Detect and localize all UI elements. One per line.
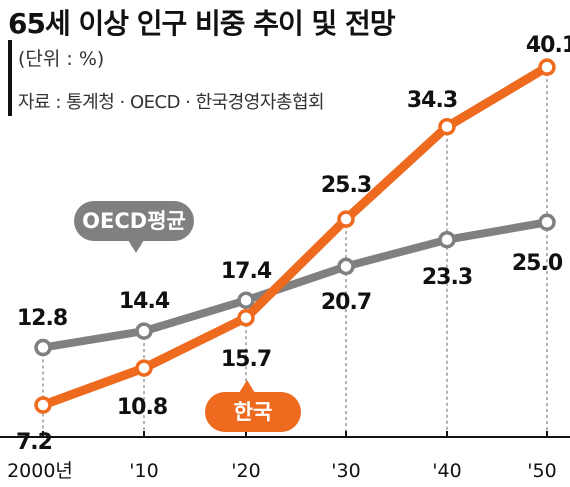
korea-series-point: [337, 210, 355, 228]
oecd-badge-pointer: [128, 240, 144, 253]
header-accent-bar: [8, 40, 12, 116]
oecd-value-label: 23.3: [422, 265, 472, 290]
oecd-series-line: [39, 218, 551, 352]
x-tick-label: 2000년: [7, 460, 73, 482]
korea-value-label: 15.7: [221, 347, 271, 372]
oecd-badge: [74, 201, 194, 241]
korea-series-point: [34, 396, 52, 414]
oecd-value-label: 20.7: [321, 290, 371, 315]
source-label: 자료 : 통계청 · OECD · 한국경영자총협회: [18, 92, 325, 113]
x-tick-label: '10: [129, 460, 158, 482]
korea-legend-label: 한국: [234, 400, 273, 424]
korea-series-point: [438, 117, 456, 136]
oecd-series-point: [135, 322, 153, 340]
korea-series-point: [135, 359, 153, 377]
korea-value-label: 7.2: [16, 430, 52, 455]
korea-value-label: 40.1: [526, 33, 570, 58]
oecd-value-label: 12.8: [17, 306, 67, 331]
x-tick-label: '20: [231, 460, 260, 482]
chart-title: 65세 이상 인구 비중 추이 및 전망: [8, 7, 396, 40]
oecd-series-point: [438, 230, 456, 249]
korea-value-label: 34.3: [407, 88, 457, 113]
oecd-legend-label: OECD평균: [82, 209, 186, 233]
oecd-series-point: [538, 213, 556, 231]
korea-badge: [205, 392, 301, 432]
korea-series-point: [538, 58, 556, 76]
x-tick-label: '40: [432, 460, 461, 482]
korea-value-label: 10.8: [117, 395, 167, 420]
oecd-series-point: [237, 291, 255, 310]
oecd-value-label: 17.4: [221, 259, 272, 284]
oecd-value-label: 25.0: [512, 251, 563, 276]
oecd-value-label: 14.4: [119, 289, 170, 314]
korea-value-label: 25.3: [321, 173, 371, 198]
x-tick-label: '30: [331, 460, 360, 482]
oecd-series-point: [337, 257, 355, 276]
korea-series-line: [38, 62, 552, 410]
korea-series-point: [237, 309, 255, 327]
oecd-series-point: [34, 338, 52, 357]
x-tick-label: '50: [527, 460, 556, 482]
korea-badge-pointer: [239, 380, 255, 393]
unit-label: (단위 : %): [18, 48, 105, 70]
